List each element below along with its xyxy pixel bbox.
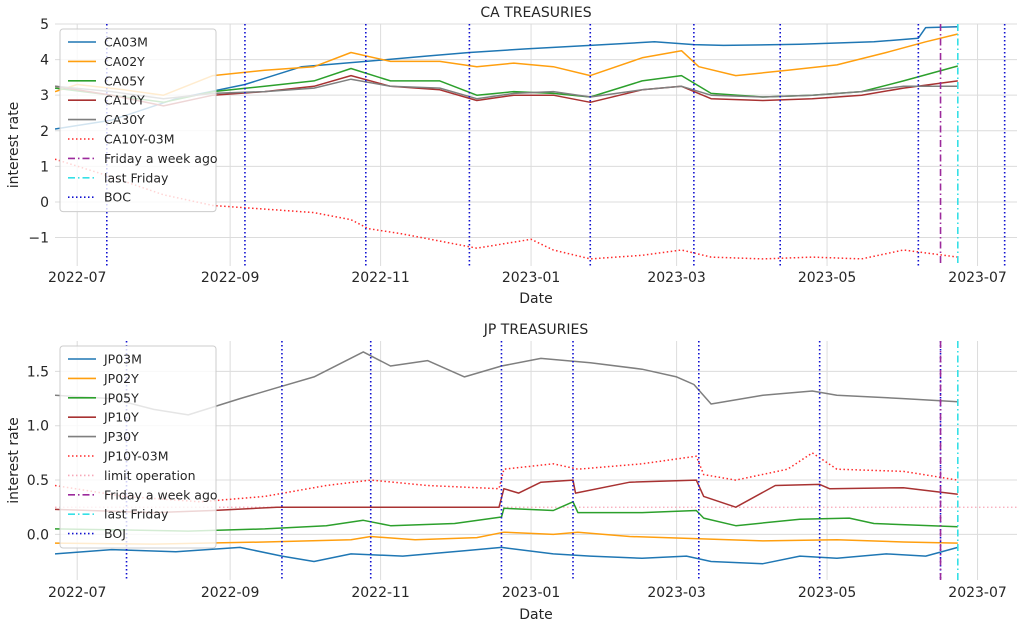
chart-panel-1: 0.0 0.5 1.0 1.5 2022-07 2022-09 2022-11 2023-01…: [6, 322, 1017, 623]
series-group: [55, 341, 959, 580]
x-tick-label: 2023-05: [798, 270, 857, 286]
legend-label: last Friday: [104, 170, 169, 185]
y-tick-label: 2: [40, 124, 49, 140]
legend-label: CA30Y: [104, 112, 145, 127]
x-tick-label: 2022-09: [201, 270, 260, 286]
legend-label: JP03M: [103, 352, 142, 367]
y-tick-label: −1: [28, 231, 49, 247]
legend-label: JP10Y: [103, 410, 139, 425]
series-line-jp03m: [55, 546, 958, 565]
y-tick-label: 0.0: [27, 527, 49, 543]
y-tick-label: 4: [40, 53, 49, 69]
legend-label: JP05Y: [103, 390, 139, 405]
legend-label: Friday a week ago: [104, 487, 218, 502]
legend-label: last Friday: [104, 507, 169, 522]
chart-title: JP TREASURIES: [483, 322, 589, 338]
legend-label: CA05Y: [104, 73, 145, 88]
y-tick-label: 0.5: [27, 473, 49, 489]
chart-panel-0: −1 0 1 2 3 4 5 2022-07 2022-09 2022-11 2023-01 2023…: [6, 5, 1017, 307]
y-tick-label: 1: [40, 159, 49, 175]
legend-label: BOC: [104, 190, 131, 205]
series-line-jp05y: [55, 501, 958, 532]
legend-label: limit operation: [104, 468, 196, 483]
x-tick-label: 2023-07: [948, 585, 1007, 601]
legend-box: [59, 345, 217, 549]
x-axis-label: Date: [519, 291, 552, 307]
legend-label: CA02Y: [104, 54, 145, 69]
series-line-jp10y-03m: [55, 452, 958, 503]
y-tick-label: 3: [40, 88, 49, 104]
chart-title: CA TREASURIES: [480, 5, 591, 21]
x-tick-label: 2023-03: [647, 585, 706, 601]
x-tick-label: 2023-01: [502, 585, 561, 601]
legend-label: CA03M: [104, 35, 148, 50]
legend-label: JP02Y: [103, 371, 139, 386]
legend: JP03M JP02Y JP05Y JP10Y JP30Y JP10Y-03M limit …: [59, 345, 218, 549]
x-tick-label: 2022-11: [351, 585, 410, 601]
x-tick-label: 2023-03: [647, 270, 706, 286]
y-tick-label: 1.0: [27, 419, 49, 435]
x-tick-label: 2023-05: [798, 585, 857, 601]
y-tick-label: 0: [40, 195, 49, 211]
series-line-jp02y: [55, 531, 958, 545]
legend-label: JP30Y: [103, 429, 139, 444]
x-tick-label: 2022-09: [201, 585, 260, 601]
x-axis-label: Date: [519, 607, 552, 623]
x-tick-label: 2022-11: [351, 270, 410, 286]
legend-label: CA10Y-03M: [104, 132, 175, 147]
series-line-ca10y: [55, 74, 958, 107]
y-axis-label: interest rate: [6, 417, 22, 504]
x-tick-label: 2023-07: [948, 270, 1007, 286]
legend-label: BOJ: [104, 526, 126, 541]
legend-label: Friday a week ago: [104, 151, 218, 166]
series-line-jp10y: [55, 479, 958, 514]
y-tick-label: 5: [40, 17, 49, 33]
x-tick-label: 2022-07: [48, 585, 107, 601]
legend-label: CA10Y: [104, 93, 145, 108]
x-tick-label: 2023-01: [502, 270, 561, 286]
legend-box: [59, 28, 217, 213]
series-line-ca10y-03m: [55, 158, 958, 260]
series-line-ca30y: [55, 78, 958, 100]
series-line-ca03m: [55, 26, 958, 130]
legend: CA03M CA02Y CA05Y CA10Y CA30Y CA10Y-03M Friday…: [59, 28, 218, 213]
legend-label: JP10Y-03M: [103, 449, 168, 464]
y-axis-label: interest rate: [6, 102, 22, 189]
x-tick-label: 2022-07: [48, 270, 107, 286]
y-tick-label: 1.5: [27, 364, 49, 380]
